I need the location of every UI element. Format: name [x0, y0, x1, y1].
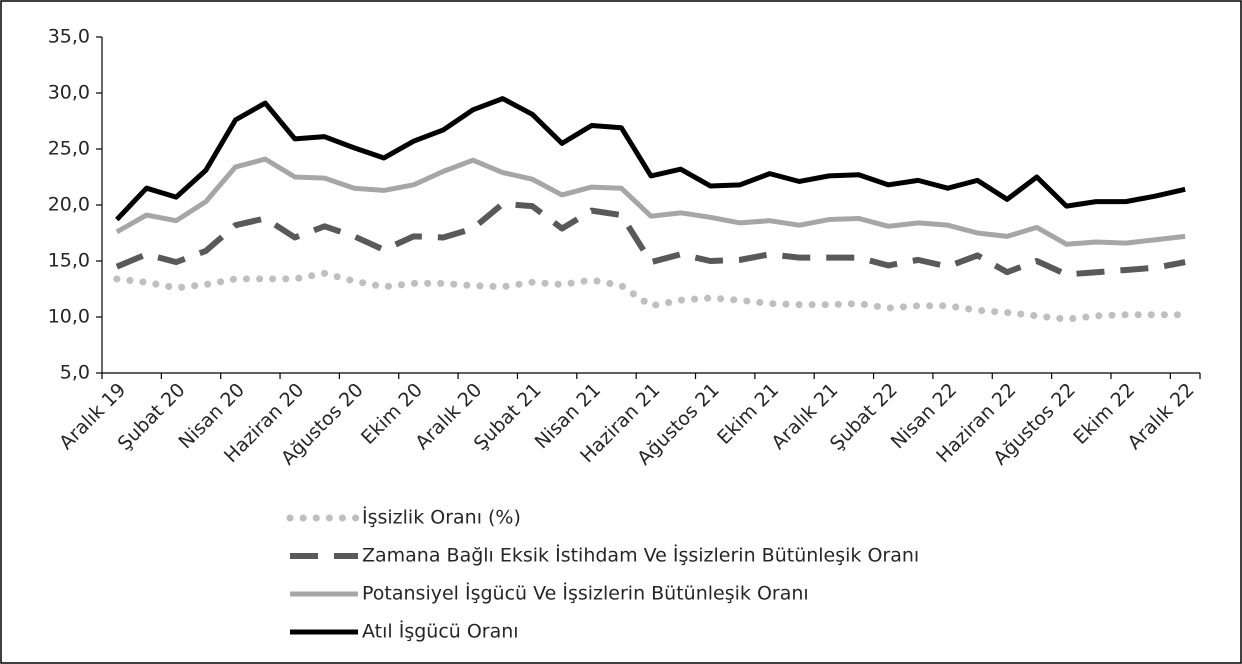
legend-label: Potansiyel İşgücü Ve İşsizlerin Bütünleş…	[362, 582, 809, 605]
y-tick-label: 30,0	[48, 82, 90, 104]
y-tick-label: 25,0	[48, 138, 90, 160]
legend-label: İşsizlik Oranı (%)	[362, 506, 521, 529]
series-line	[115, 156, 1186, 247]
y-tick-label: 35,0	[48, 26, 90, 48]
series-line	[113, 269, 1189, 323]
y-tick-label: 10,0	[48, 306, 90, 328]
y-tick-label: 5,0	[60, 362, 90, 384]
legend-label: Atıl İşgücü Oranı	[362, 620, 519, 643]
y-tick-label: 15,0	[48, 250, 90, 272]
y-tick-label: 20,0	[48, 194, 90, 216]
series-line	[115, 96, 1186, 222]
series-line	[115, 200, 1186, 278]
legend-label: Zamana Bağlı Eksik İstihdam Ve İşsizleri…	[362, 544, 919, 567]
